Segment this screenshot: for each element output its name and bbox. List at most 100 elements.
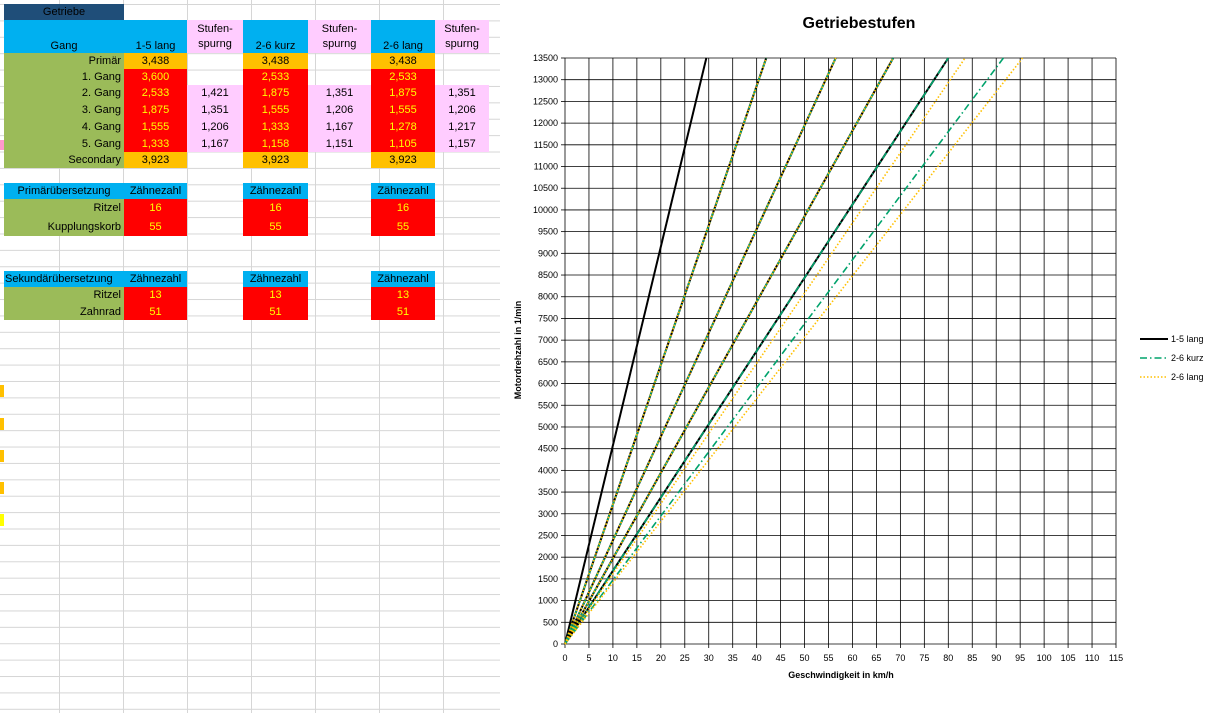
cell-value[interactable]: 3,923 bbox=[124, 152, 187, 168]
cell-value[interactable]: 16 bbox=[371, 199, 435, 218]
x-tick-label: 20 bbox=[656, 653, 666, 663]
legend-label: 1-5 lang bbox=[1171, 334, 1204, 344]
cell-value[interactable]: 1,555 bbox=[371, 102, 435, 119]
line-chart[interactable]: Getriebestufen 0500100015002000250030003… bbox=[502, 0, 1217, 713]
col-header-2-6-kurz[interactable]: 2-6 kurz bbox=[243, 20, 308, 53]
col-header-stufenspurng-3[interactable]: Stufen- spurng bbox=[435, 20, 489, 53]
x-tick-label: 75 bbox=[919, 653, 929, 663]
series-line bbox=[564, 57, 894, 645]
row-label-ritzel[interactable]: Ritzel bbox=[4, 287, 124, 304]
cell-fragment bbox=[0, 418, 4, 430]
col-header-1-5-lang[interactable]: 1-5 lang bbox=[124, 20, 187, 53]
cell-value[interactable]: 1,555 bbox=[124, 119, 187, 136]
row-label-gang-4[interactable]: 4. Gang bbox=[4, 119, 124, 136]
col-header-2-6-lang[interactable]: 2-6 lang bbox=[371, 20, 435, 53]
cell-stufe[interactable]: 1,351 bbox=[435, 85, 489, 102]
x-tick-label: 25 bbox=[680, 653, 690, 663]
sheet-header-label[interactable]: Getriebe bbox=[4, 4, 124, 20]
col-header-zaehnezahl[interactable]: Zähnezahl bbox=[243, 271, 308, 287]
x-tick-label: 105 bbox=[1061, 653, 1076, 663]
cell-value[interactable]: 51 bbox=[124, 304, 187, 320]
secondary-ratio-title[interactable]: Sekundärübersetzung bbox=[4, 271, 124, 287]
row-label-secondary[interactable]: Secondary bbox=[4, 152, 124, 168]
row-label-ritzel[interactable]: Ritzel bbox=[4, 199, 124, 218]
x-tick-label: 50 bbox=[800, 653, 810, 663]
row-label-gang-1[interactable]: 1. Gang bbox=[4, 69, 124, 85]
cell-value[interactable]: 13 bbox=[243, 287, 308, 304]
chart-area[interactable]: Getriebestufen 0 500 1000 1500 2000 2500 3000 3… bbox=[502, 0, 1217, 713]
cell-value[interactable]: 1,333 bbox=[124, 136, 187, 152]
cell-stufe[interactable]: 1,351 bbox=[187, 102, 243, 119]
cell-value[interactable]: 1,875 bbox=[371, 85, 435, 102]
cell-stufe[interactable]: 1,157 bbox=[435, 136, 489, 152]
series-line bbox=[564, 57, 1024, 645]
cell-value[interactable]: 1,875 bbox=[124, 102, 187, 119]
x-tick-label: 85 bbox=[967, 653, 977, 663]
y-tick-label: 7000 bbox=[538, 335, 558, 345]
y-tick-label: 10000 bbox=[533, 205, 558, 215]
col-header-stufenspurng-1[interactable]: Stufen- spurng bbox=[187, 20, 243, 53]
cell-stufe[interactable]: 1,151 bbox=[308, 136, 371, 152]
chart-grid bbox=[564, 57, 1117, 645]
cell-value[interactable]: 55 bbox=[243, 218, 308, 236]
cell-value[interactable]: 51 bbox=[243, 304, 308, 320]
cell-value[interactable]: 13 bbox=[371, 287, 435, 304]
cell-value[interactable]: 3,600 bbox=[124, 69, 187, 85]
stufen-line2: spurng bbox=[322, 38, 357, 50]
spreadsheet-grid[interactable]: Getriebe Gang 1-5 lang Stufen- spurng 2-… bbox=[0, 0, 500, 713]
cell-stufe[interactable]: 1,421 bbox=[187, 85, 243, 102]
cell-value[interactable]: 51 bbox=[371, 304, 435, 320]
cell-stufe[interactable]: 1,167 bbox=[308, 119, 371, 136]
row-label-gang-5[interactable]: 5. Gang bbox=[4, 136, 124, 152]
chart-legend: 1-5 lang 2-6 kurz 2-6 lang bbox=[1140, 334, 1204, 382]
stufen-line1: Stufen- bbox=[321, 23, 358, 35]
stufen-line1: Stufen- bbox=[444, 23, 480, 35]
cell-value[interactable]: 3,438 bbox=[243, 53, 308, 69]
y-tick-label: 4500 bbox=[538, 444, 558, 454]
series-line bbox=[564, 57, 767, 645]
cell-stufe[interactable]: 1,167 bbox=[187, 136, 243, 152]
primary-ratio-title[interactable]: Primärübersetzung bbox=[4, 183, 124, 199]
cell-value[interactable]: 3,923 bbox=[371, 152, 435, 168]
cell-value[interactable]: 1,333 bbox=[243, 119, 308, 136]
cell-value[interactable]: 16 bbox=[243, 199, 308, 218]
cell-value[interactable]: 1,875 bbox=[243, 85, 308, 102]
cell-value[interactable]: 1,278 bbox=[371, 119, 435, 136]
cell-stufe[interactable]: 1,206 bbox=[435, 102, 489, 119]
y-tick-label: 2000 bbox=[538, 552, 558, 562]
col-header-stufenspurng-2[interactable]: Stufen- spurng bbox=[308, 20, 371, 53]
row-label-gang-3[interactable]: 3. Gang bbox=[4, 102, 124, 119]
cell-value[interactable]: 2,533 bbox=[243, 69, 308, 85]
cell-value[interactable]: 13 bbox=[124, 287, 187, 304]
row-label-kupplungskorb[interactable]: Kupplungskorb bbox=[4, 218, 124, 236]
cell-value[interactable]: 1,105 bbox=[371, 136, 435, 152]
y-tick-label: 500 bbox=[543, 617, 558, 627]
row-label-zahnrad[interactable]: Zahnrad bbox=[4, 304, 124, 320]
cell-value[interactable]: 1,158 bbox=[243, 136, 308, 152]
col-header-zaehnezahl[interactable]: Zähnezahl bbox=[124, 271, 187, 287]
col-header-gang[interactable]: Gang bbox=[4, 20, 124, 53]
cell-stufe[interactable]: 1,351 bbox=[308, 85, 371, 102]
cell-stufe[interactable]: 1,206 bbox=[187, 119, 243, 136]
col-header-zaehnezahl[interactable]: Zähnezahl bbox=[124, 183, 187, 199]
cell-stufe[interactable]: 1,206 bbox=[308, 102, 371, 119]
cell-value[interactable]: 3,923 bbox=[243, 152, 308, 168]
row-label-primaer[interactable]: Primär bbox=[4, 53, 124, 69]
y-tick-label: 8500 bbox=[538, 270, 558, 280]
col-header-zaehnezahl[interactable]: Zähnezahl bbox=[371, 271, 435, 287]
row-label-gang-2[interactable]: 2. Gang bbox=[4, 85, 124, 102]
cell-value[interactable]: 1,555 bbox=[243, 102, 308, 119]
x-tick-label: 0 bbox=[562, 653, 567, 663]
col-header-zaehnezahl[interactable]: Zähnezahl bbox=[243, 183, 308, 199]
y-tick-label: 5500 bbox=[538, 400, 558, 410]
cell-value[interactable]: 3,438 bbox=[371, 53, 435, 69]
cell-value[interactable]: 2,533 bbox=[124, 85, 187, 102]
cell-value[interactable]: 2,533 bbox=[371, 69, 435, 85]
col-header-zaehnezahl[interactable]: Zähnezahl bbox=[371, 183, 435, 199]
y-tick-label: 7500 bbox=[538, 313, 558, 323]
cell-value[interactable]: 55 bbox=[371, 218, 435, 236]
cell-value[interactable]: 16 bbox=[124, 199, 187, 218]
cell-stufe[interactable]: 1,217 bbox=[435, 119, 489, 136]
cell-value[interactable]: 55 bbox=[124, 218, 187, 236]
cell-value[interactable]: 3,438 bbox=[124, 53, 187, 69]
